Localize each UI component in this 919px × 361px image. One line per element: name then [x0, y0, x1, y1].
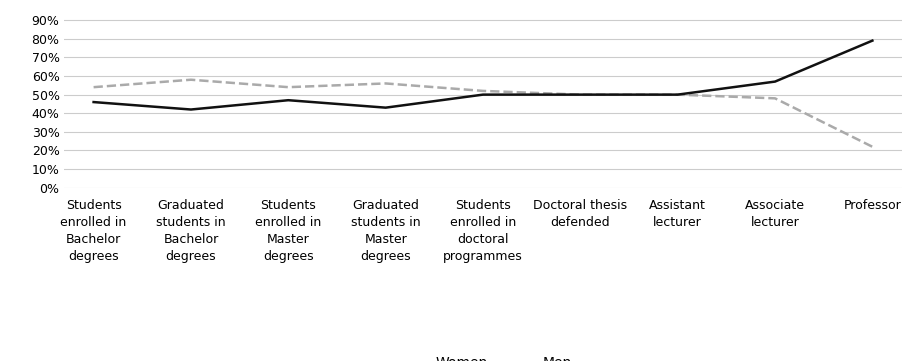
Men — [768, 79, 779, 84]
Line: Men: Men — [94, 41, 871, 109]
Women — [574, 92, 585, 97]
Women — [186, 78, 197, 82]
Men — [380, 105, 391, 110]
Legend: Women, Men: Women, Men — [388, 350, 577, 361]
Women — [866, 145, 877, 149]
Women — [88, 85, 99, 89]
Line: Women: Women — [94, 80, 871, 147]
Men — [88, 100, 99, 104]
Women — [380, 81, 391, 86]
Men — [574, 92, 585, 97]
Women — [768, 96, 779, 100]
Women — [672, 92, 683, 97]
Women — [282, 85, 293, 89]
Women — [477, 89, 488, 93]
Men — [672, 92, 683, 97]
Men — [477, 92, 488, 97]
Men — [866, 39, 877, 43]
Men — [186, 107, 197, 112]
Men — [282, 98, 293, 103]
